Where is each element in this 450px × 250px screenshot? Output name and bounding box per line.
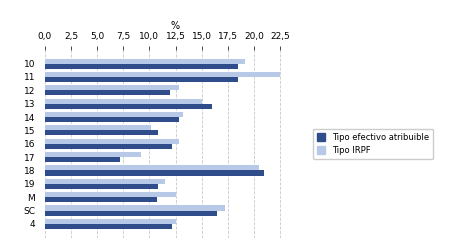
Bar	[45, 112, 183, 117]
Bar	[45, 210, 217, 216]
Bar	[45, 139, 179, 144]
Bar	[45, 104, 212, 109]
Bar	[45, 72, 280, 77]
Bar	[45, 166, 259, 170]
Bar	[45, 125, 152, 130]
Bar	[45, 152, 141, 157]
Bar	[45, 117, 179, 122]
Bar	[45, 64, 238, 69]
Bar	[45, 179, 165, 184]
Bar	[45, 85, 179, 90]
Bar	[45, 90, 170, 96]
Bar	[45, 184, 158, 189]
Legend: Tipo efectivo atribuible, Tipo IRPF: Tipo efectivo atribuible, Tipo IRPF	[313, 128, 433, 159]
X-axis label: %: %	[171, 21, 180, 31]
Bar	[45, 197, 157, 202]
Bar	[45, 58, 245, 64]
Bar	[45, 77, 238, 82]
Bar	[45, 144, 172, 149]
Bar	[45, 219, 176, 224]
Bar	[45, 130, 158, 136]
Bar	[45, 157, 120, 162]
Bar	[45, 192, 176, 197]
Bar	[45, 98, 202, 104]
Bar	[45, 206, 225, 210]
Bar	[45, 170, 264, 175]
Bar	[45, 224, 172, 229]
